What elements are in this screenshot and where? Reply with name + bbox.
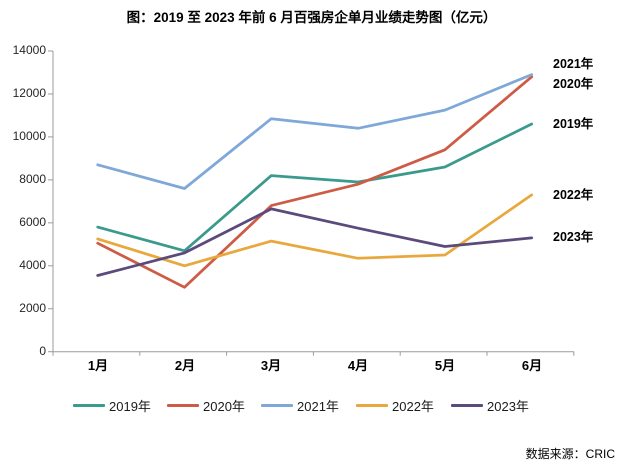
y-axis-tick-label: 6000 (19, 215, 46, 229)
legend-item-2022: 2022年 (356, 396, 434, 414)
legend-swatch-2020 (167, 404, 199, 407)
series-line-2023年 (96, 207, 534, 277)
y-axis-tick-label: 8000 (19, 172, 46, 186)
axis-lines (52, 51, 574, 353)
legend-swatch-2019 (73, 404, 105, 407)
series-line-2021年 (96, 73, 534, 190)
y-axis-tick-label: 0 (39, 344, 46, 358)
legend-item-2021: 2021年 (261, 396, 339, 414)
y-axis-tick-label: 4000 (19, 258, 46, 272)
series-line-2019年 (96, 122, 534, 253)
x-axis-tick-label: 3月 (260, 358, 282, 373)
series-end-label: 2023年 (553, 230, 594, 244)
y-axis-tick-label: 10000 (12, 129, 46, 143)
legend-swatch-2023 (451, 404, 483, 407)
x-axis-tick-label: 6月 (521, 358, 543, 373)
data-source: 数据来源：CRIC (525, 447, 615, 461)
legend-item-2020: 2020年 (167, 396, 245, 414)
legend-swatch-2022 (356, 404, 388, 407)
series-end-label: 2020年 (553, 77, 594, 91)
legend-label: 2023年 (487, 399, 529, 414)
legend-label: 2020年 (203, 399, 245, 414)
legend-item-2023: 2023年 (451, 396, 529, 414)
x-axis-tick-label: 5月 (434, 358, 456, 373)
y-axis-tick-label: 12000 (12, 86, 46, 100)
legend-label: 2022年 (392, 399, 434, 414)
legend-label: 2021年 (297, 399, 339, 414)
x-axis-tick-label: 4月 (347, 358, 369, 373)
legend-label: 2019年 (109, 399, 151, 414)
chart-title: 图：2019 至 2023 年前 6 月百强房企单月业绩走势图（亿元） (126, 10, 497, 25)
y-axis-tick-label: 2000 (19, 301, 46, 315)
legend-item-2019: 2019年 (73, 396, 151, 414)
series-end-label: 2021年 (553, 57, 594, 71)
legend-swatch-2021 (261, 404, 293, 407)
x-axis-tick-label: 1月 (87, 358, 109, 373)
series-end-label: 2019年 (553, 117, 594, 131)
x-axis-tick-label: 2月 (174, 358, 196, 373)
series-end-label: 2022年 (553, 188, 594, 202)
series-line-2020年 (96, 75, 534, 289)
series-line-2022年 (96, 193, 534, 268)
y-axis-tick-label: 14000 (12, 43, 46, 57)
